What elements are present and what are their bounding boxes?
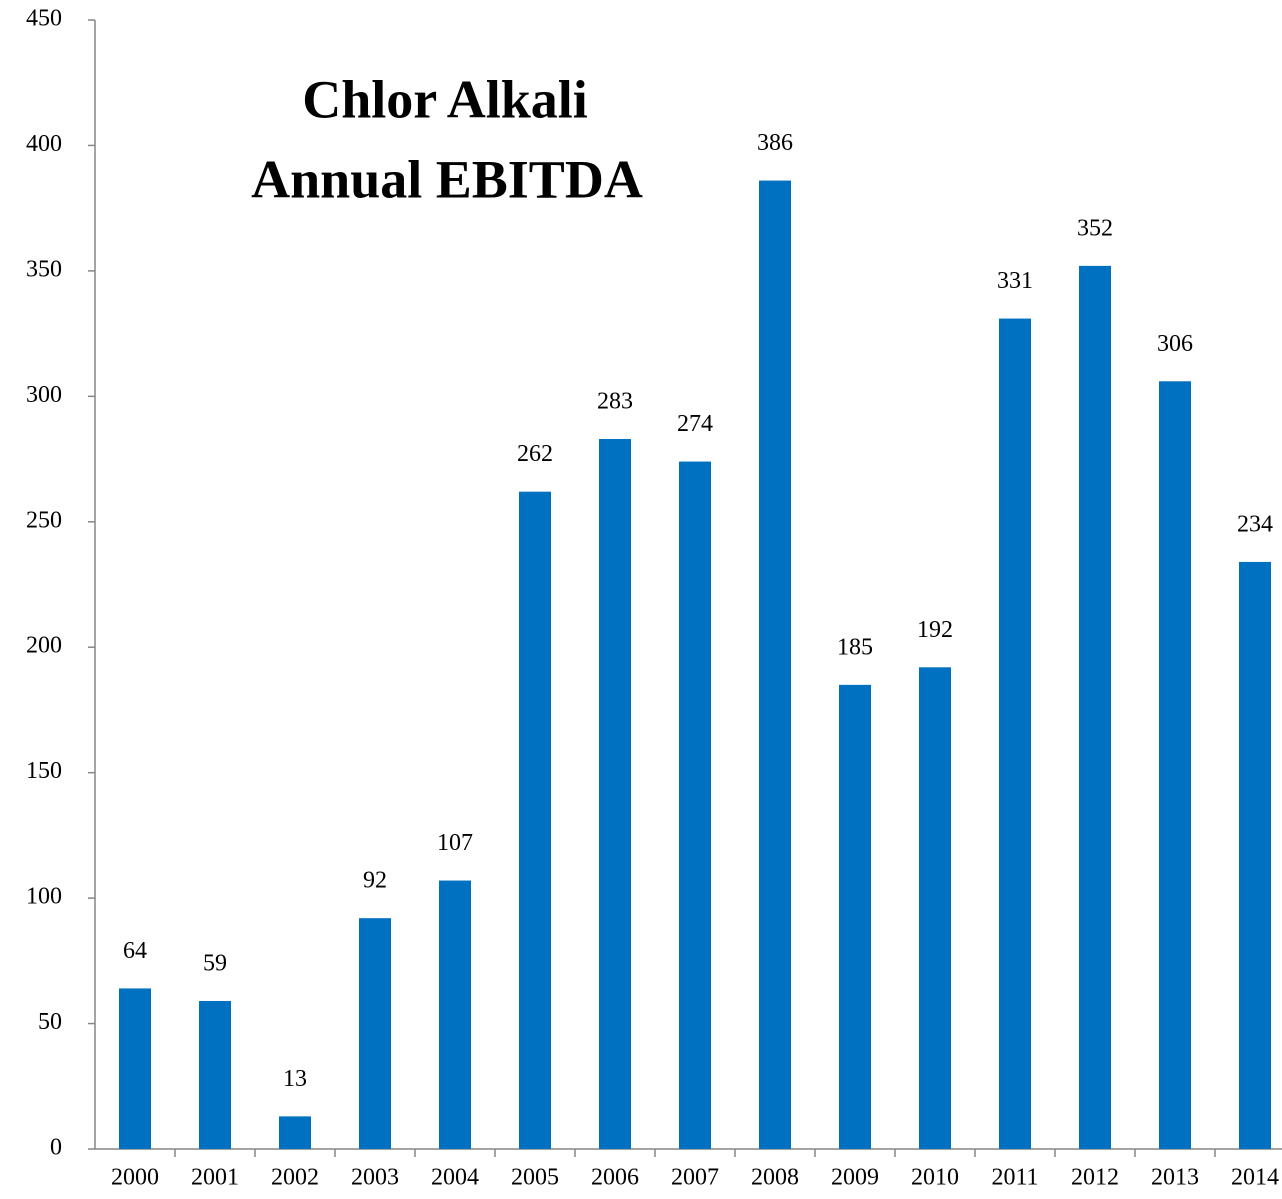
chart-title: Annual EBITDA bbox=[251, 149, 643, 209]
bar bbox=[999, 318, 1031, 1150]
x-tick-label: 2000 bbox=[111, 1165, 159, 1191]
x-tick-label: 2012 bbox=[1071, 1165, 1119, 1191]
x-tick-label: 2009 bbox=[831, 1165, 879, 1191]
data-label: 64 bbox=[123, 938, 147, 964]
bar bbox=[359, 918, 391, 1149]
x-tick-label: 2003 bbox=[351, 1165, 399, 1191]
data-label: 234 bbox=[1237, 511, 1273, 537]
y-tick-label: 300 bbox=[26, 382, 62, 408]
bar bbox=[119, 988, 151, 1149]
bar bbox=[759, 180, 791, 1149]
data-label: 192 bbox=[917, 617, 953, 643]
y-tick-label: 250 bbox=[26, 507, 62, 533]
x-tick-label: 2013 bbox=[1151, 1165, 1199, 1191]
data-label: 59 bbox=[203, 950, 227, 976]
data-label: 13 bbox=[283, 1066, 307, 1092]
bar bbox=[1159, 381, 1191, 1149]
y-tick-label: 0 bbox=[50, 1135, 62, 1161]
data-label: 283 bbox=[597, 388, 633, 414]
data-label: 262 bbox=[517, 441, 553, 467]
x-tick-label: 2001 bbox=[191, 1165, 239, 1191]
bar bbox=[199, 1000, 231, 1149]
data-label: 352 bbox=[1077, 215, 1113, 241]
y-tick-label: 350 bbox=[26, 256, 62, 282]
bar bbox=[839, 684, 871, 1149]
y-tick-label: 200 bbox=[26, 633, 62, 659]
data-label: 92 bbox=[363, 868, 387, 894]
y-tick-label: 450 bbox=[26, 6, 62, 32]
data-label: 274 bbox=[677, 411, 713, 437]
x-tick-label: 2011 bbox=[991, 1165, 1038, 1191]
bar bbox=[679, 461, 711, 1149]
x-tick-label: 2014 bbox=[1231, 1165, 1279, 1191]
y-tick-label: 100 bbox=[26, 884, 62, 910]
bar bbox=[1239, 561, 1271, 1149]
data-label: 306 bbox=[1157, 331, 1193, 357]
bar bbox=[1079, 265, 1111, 1150]
data-label: 331 bbox=[997, 268, 1033, 294]
data-label: 386 bbox=[757, 130, 793, 156]
y-tick-label: 150 bbox=[26, 758, 62, 784]
y-tick-label: 50 bbox=[38, 1009, 62, 1035]
y-tick-label: 400 bbox=[26, 131, 62, 157]
data-label: 185 bbox=[837, 634, 873, 660]
x-tick-label: 2006 bbox=[591, 1165, 639, 1191]
data-label: 107 bbox=[437, 830, 473, 856]
x-tick-label: 2010 bbox=[911, 1165, 959, 1191]
chart-title: Chlor Alkali bbox=[302, 69, 588, 129]
x-tick-label: 2005 bbox=[511, 1165, 559, 1191]
x-tick-label: 2008 bbox=[751, 1165, 799, 1191]
x-tick-label: 2002 bbox=[271, 1165, 319, 1191]
x-tick-label: 2004 bbox=[431, 1165, 479, 1191]
x-tick-label: 2007 bbox=[671, 1165, 719, 1191]
bar bbox=[519, 491, 551, 1149]
bar bbox=[439, 880, 471, 1149]
bar bbox=[599, 438, 631, 1149]
bar bbox=[919, 667, 951, 1149]
bar bbox=[279, 1116, 311, 1149]
